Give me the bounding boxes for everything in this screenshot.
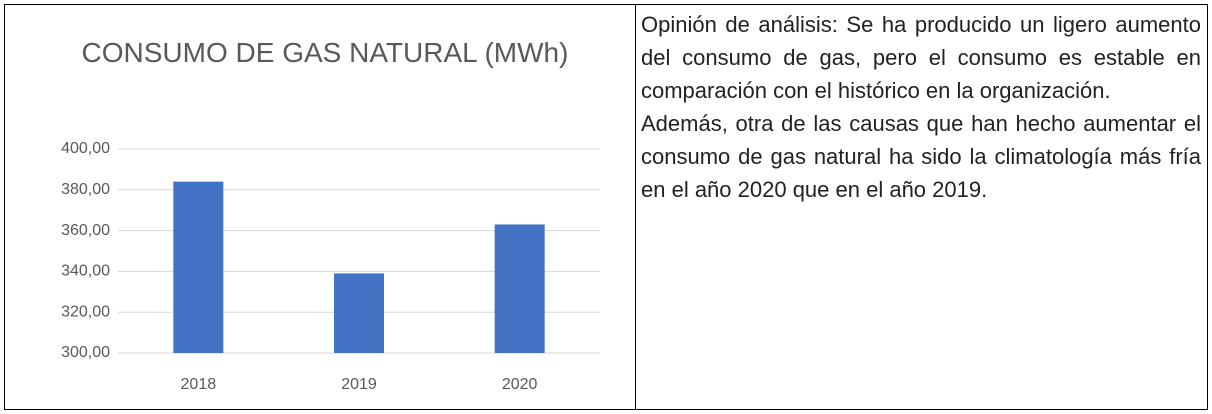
y-tick-label: 340,00 xyxy=(61,263,110,280)
bar xyxy=(173,181,224,353)
paragraph: Opinión de análisis: Se ha producido un … xyxy=(641,12,1201,103)
cell-divider xyxy=(635,4,636,410)
y-tick-label: 380,00 xyxy=(61,181,110,198)
y-tick-label: 360,00 xyxy=(61,222,110,239)
bar xyxy=(494,224,545,353)
y-tick-label: 400,00 xyxy=(61,140,110,157)
x-tick-label: 2019 xyxy=(341,376,377,393)
y-tick-label: 320,00 xyxy=(61,303,110,320)
x-tick-label: 2020 xyxy=(502,376,538,393)
bar xyxy=(334,273,384,353)
table-border xyxy=(4,4,1208,410)
x-tick-label: 2018 xyxy=(181,376,217,393)
y-tick-label: 300,00 xyxy=(61,344,110,361)
chart: 300,00 320,00 340,00 360,00 380,00 400,00 2018… xyxy=(61,140,600,393)
chart-title: CONSUMO DE GAS NATURAL (MWh) xyxy=(81,37,569,68)
analysis-text: Opinión de análisis: Se ha producido un … xyxy=(641,8,1201,206)
paragraph: Además, otra de las causas que han hecho… xyxy=(641,111,1201,202)
